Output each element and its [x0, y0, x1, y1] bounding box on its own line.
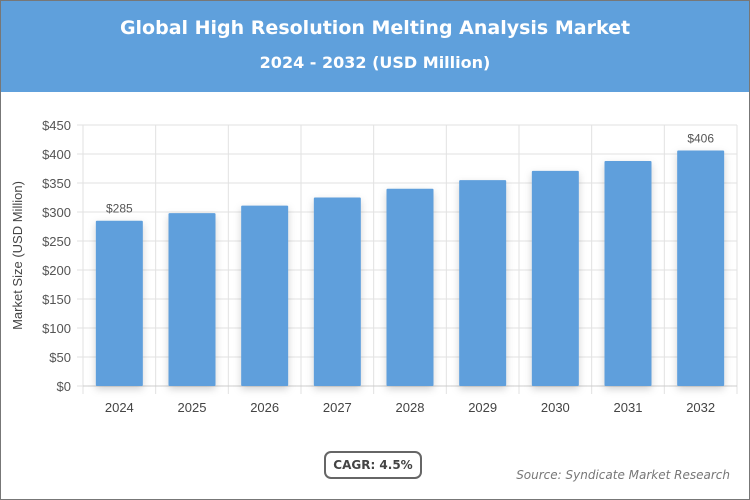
- y-tick-label: $450: [42, 118, 71, 133]
- y-tick-label: $100: [42, 321, 71, 336]
- chart-title: Global High Resolution Melting Analysis …: [119, 17, 631, 39]
- chart-subtitle: 2024 - 2032 (USD Million): [259, 53, 491, 72]
- data-label-2032: $406: [687, 132, 714, 146]
- x-tick-label: 2030: [541, 400, 570, 415]
- y-tick-label: $250: [42, 234, 71, 249]
- bar-2030: [531, 170, 579, 386]
- bar-2027: [313, 197, 361, 386]
- source-note: Source: Syndicate Market Research: [516, 468, 730, 482]
- x-tick-label: 2029: [468, 400, 497, 415]
- x-tick-label: 2027: [323, 400, 352, 415]
- y-axis-title: Market Size (USD Million): [10, 181, 25, 330]
- y-tick-label: $0: [57, 379, 71, 394]
- y-tick-label: $350: [42, 176, 71, 191]
- bar-2031: [604, 160, 652, 386]
- y-tick-label: $200: [42, 263, 71, 278]
- x-tick-label: 2024: [105, 400, 134, 415]
- bar-2029: [459, 180, 507, 386]
- bar-2026: [241, 205, 289, 386]
- y-tick-label: $150: [42, 292, 71, 307]
- cagr-badge: CAGR: 4.5%: [324, 451, 422, 479]
- y-tick-label: $300: [42, 205, 71, 220]
- chart-header: Global High Resolution Melting Analysis …: [1, 1, 749, 92]
- y-tick-label: $50: [49, 350, 71, 365]
- y-tick-label: $400: [42, 147, 71, 162]
- bar-2024: [95, 220, 143, 386]
- bar-2025: [168, 213, 216, 386]
- bar-2028: [386, 188, 434, 386]
- data-label-2024: $285: [106, 202, 133, 216]
- x-tick-label: 2032: [686, 400, 715, 415]
- x-tick-label: 2026: [250, 400, 279, 415]
- x-tick-label: 2028: [396, 400, 425, 415]
- x-tick-label: 2025: [178, 400, 207, 415]
- x-tick-label: 2031: [614, 400, 643, 415]
- bar-2032: [677, 150, 725, 386]
